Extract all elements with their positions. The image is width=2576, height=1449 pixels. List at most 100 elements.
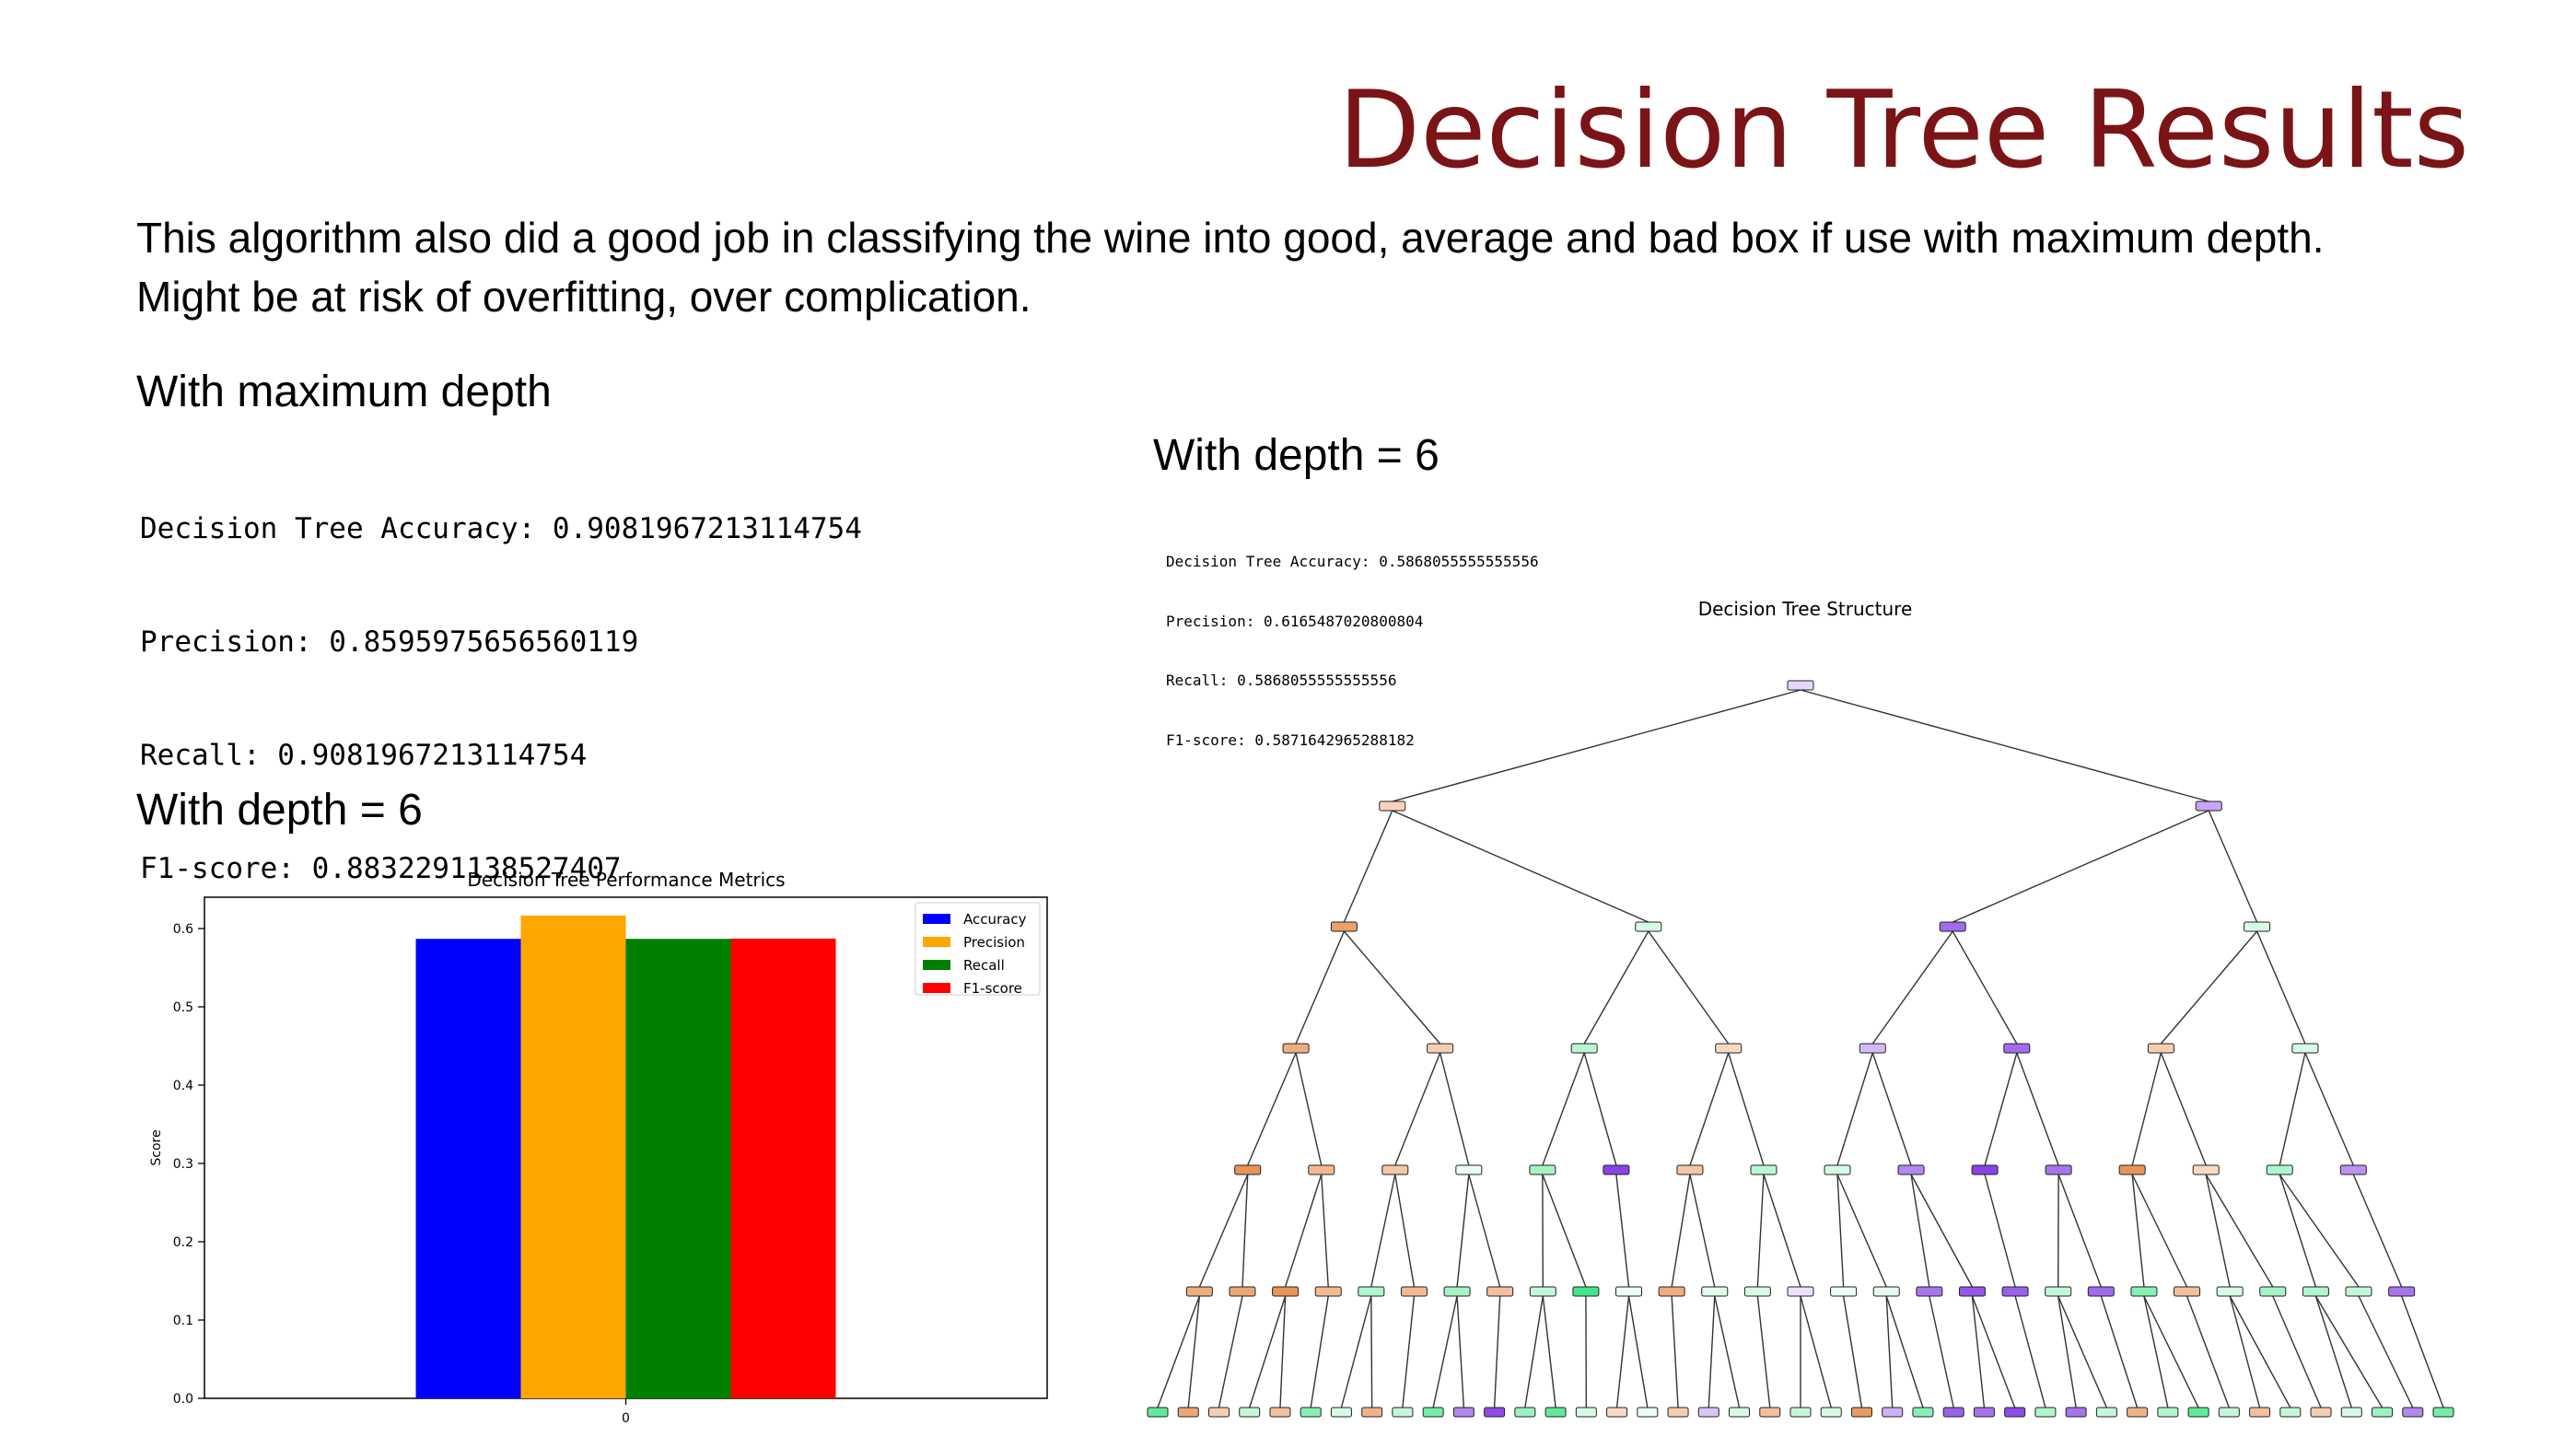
tree-node [1455, 1164, 1483, 1175]
tree-edge [2016, 1052, 2059, 1166]
tree-edge [1756, 1174, 1765, 1288]
d6-precision-line: Precision: 0.6165487020800804 [1166, 612, 1424, 630]
tree-edge [1871, 930, 1953, 1045]
tree-node [1314, 1286, 1342, 1297]
legend-label: Accuracy [963, 911, 1027, 928]
tree-node [2130, 1286, 2158, 1297]
y-axis-label: Score [149, 1129, 164, 1165]
tree-edge [1971, 1295, 2016, 1408]
tree-node [2174, 1286, 2201, 1297]
depth6-metrics: Decision Tree Accuracy: 0.58680555555555… [1166, 512, 1539, 770]
tree-node [1971, 1164, 1999, 1175]
tree-edge [1468, 1174, 1501, 1288]
tree-node [2302, 1286, 2329, 1297]
tree-node [1361, 1407, 1383, 1418]
tree-node [2216, 1286, 2244, 1297]
tree-node [1606, 1407, 1628, 1418]
tree-title: Decision Tree Structure [1698, 598, 1913, 620]
tree-node [2147, 1043, 2174, 1054]
tree-node [1789, 1407, 1812, 1418]
tree-edge [1542, 1174, 1587, 1288]
tree-edge [1247, 1052, 1297, 1166]
bar-f1-score [730, 938, 836, 1398]
tree-node [2388, 1286, 2416, 1297]
legend-label: F1-score [963, 980, 1022, 997]
tree-node [1207, 1407, 1230, 1418]
x-tick-label: 0 [622, 1411, 630, 1426]
tree-node [1958, 1286, 1986, 1297]
tree-edge [1402, 1295, 1416, 1408]
max-precision-line: Precision: 0.8595975656560119 [140, 625, 639, 659]
tree-node [2065, 1407, 2087, 1418]
tree-edge [2272, 1295, 2322, 1408]
tree-edge [1615, 1295, 1630, 1408]
tree-edge [1648, 930, 1730, 1045]
tree-edge [2279, 1052, 2306, 1166]
tree-edge [1340, 1295, 1372, 1408]
legend-label: Recall [963, 957, 1005, 974]
y-tick-label: 0.3 [173, 1157, 193, 1172]
tree-edge [1370, 1174, 1396, 1288]
tree-node [2432, 1407, 2454, 1418]
tree-edge [1615, 1174, 1630, 1288]
tree-edge [2400, 1295, 2444, 1408]
tree-edge [1708, 1295, 1716, 1408]
tree-node [2372, 1407, 2394, 1418]
tree-edge [2205, 1174, 2231, 1288]
tree-node [1897, 1164, 1925, 1175]
tree-edge [2131, 1052, 2162, 1166]
tree-edge [1157, 1295, 1201, 1408]
d6-accuracy-line: Decision Tree Accuracy: 0.58680555555555… [1166, 553, 1539, 570]
tree-node [2045, 1164, 2072, 1175]
tree-node [1942, 1407, 1964, 1418]
legend-label: Precision [963, 934, 1025, 951]
tree-edge [2100, 1295, 2139, 1408]
heading-max-depth: With maximum depth [136, 368, 552, 416]
tree-edge [2304, 1052, 2354, 1166]
tree-edge [1984, 1052, 2018, 1166]
tree-node [1850, 1407, 1872, 1418]
tree-edge [2143, 1295, 2199, 1408]
intro-text: This algorithm also did a good job in cl… [136, 208, 2494, 326]
tree-edge [1885, 1295, 1894, 1408]
y-tick-label: 0.4 [173, 1079, 193, 1093]
tree-node [1912, 1407, 1934, 1418]
tree-node [1422, 1407, 1444, 1418]
tree-edge [1310, 1295, 1329, 1408]
tree-edge [2352, 1174, 2403, 1288]
tree-edge [1295, 930, 1346, 1045]
tree-edge [2131, 1174, 2188, 1288]
tree-edge [1394, 1052, 1441, 1166]
y-tick-label: 0.0 [173, 1392, 193, 1407]
max-accuracy-line: Decision Tree Accuracy: 0.90819672131147… [140, 512, 862, 545]
tree-edge [1714, 1295, 1741, 1408]
tree-node [2127, 1407, 2149, 1418]
y-tick-label: 0.6 [173, 922, 193, 937]
tree-node [1820, 1407, 1842, 1418]
tree-edge [1929, 1295, 1954, 1408]
tree-node [1715, 1043, 1743, 1054]
tree-node [2004, 1407, 2026, 1418]
tree-node [1939, 921, 1966, 932]
tree-edge [2014, 1295, 2046, 1408]
tree-edge [1800, 689, 2209, 802]
tree-edge [1241, 1174, 1249, 1288]
tree-edge [1218, 1295, 1243, 1408]
tree-node [2034, 1407, 2057, 1418]
tree-node [1615, 1286, 1643, 1297]
tree-edge [1971, 1295, 1986, 1408]
tree-edge [1370, 1295, 1373, 1408]
tree-edge [2229, 1295, 2291, 1408]
tree-node [2310, 1407, 2332, 1418]
tree-edge [2160, 1052, 2207, 1166]
tree-root-node [1787, 680, 1814, 691]
tree-node [1300, 1407, 1322, 1418]
bar-recall [625, 939, 731, 1398]
tree-node [2244, 921, 2271, 932]
legend-swatch [923, 914, 950, 924]
d6-recall-line: Recall: 0.5868055555555556 [1166, 672, 1397, 689]
y-tick-label: 0.1 [173, 1314, 193, 1328]
tree-edge [1836, 1052, 1873, 1166]
